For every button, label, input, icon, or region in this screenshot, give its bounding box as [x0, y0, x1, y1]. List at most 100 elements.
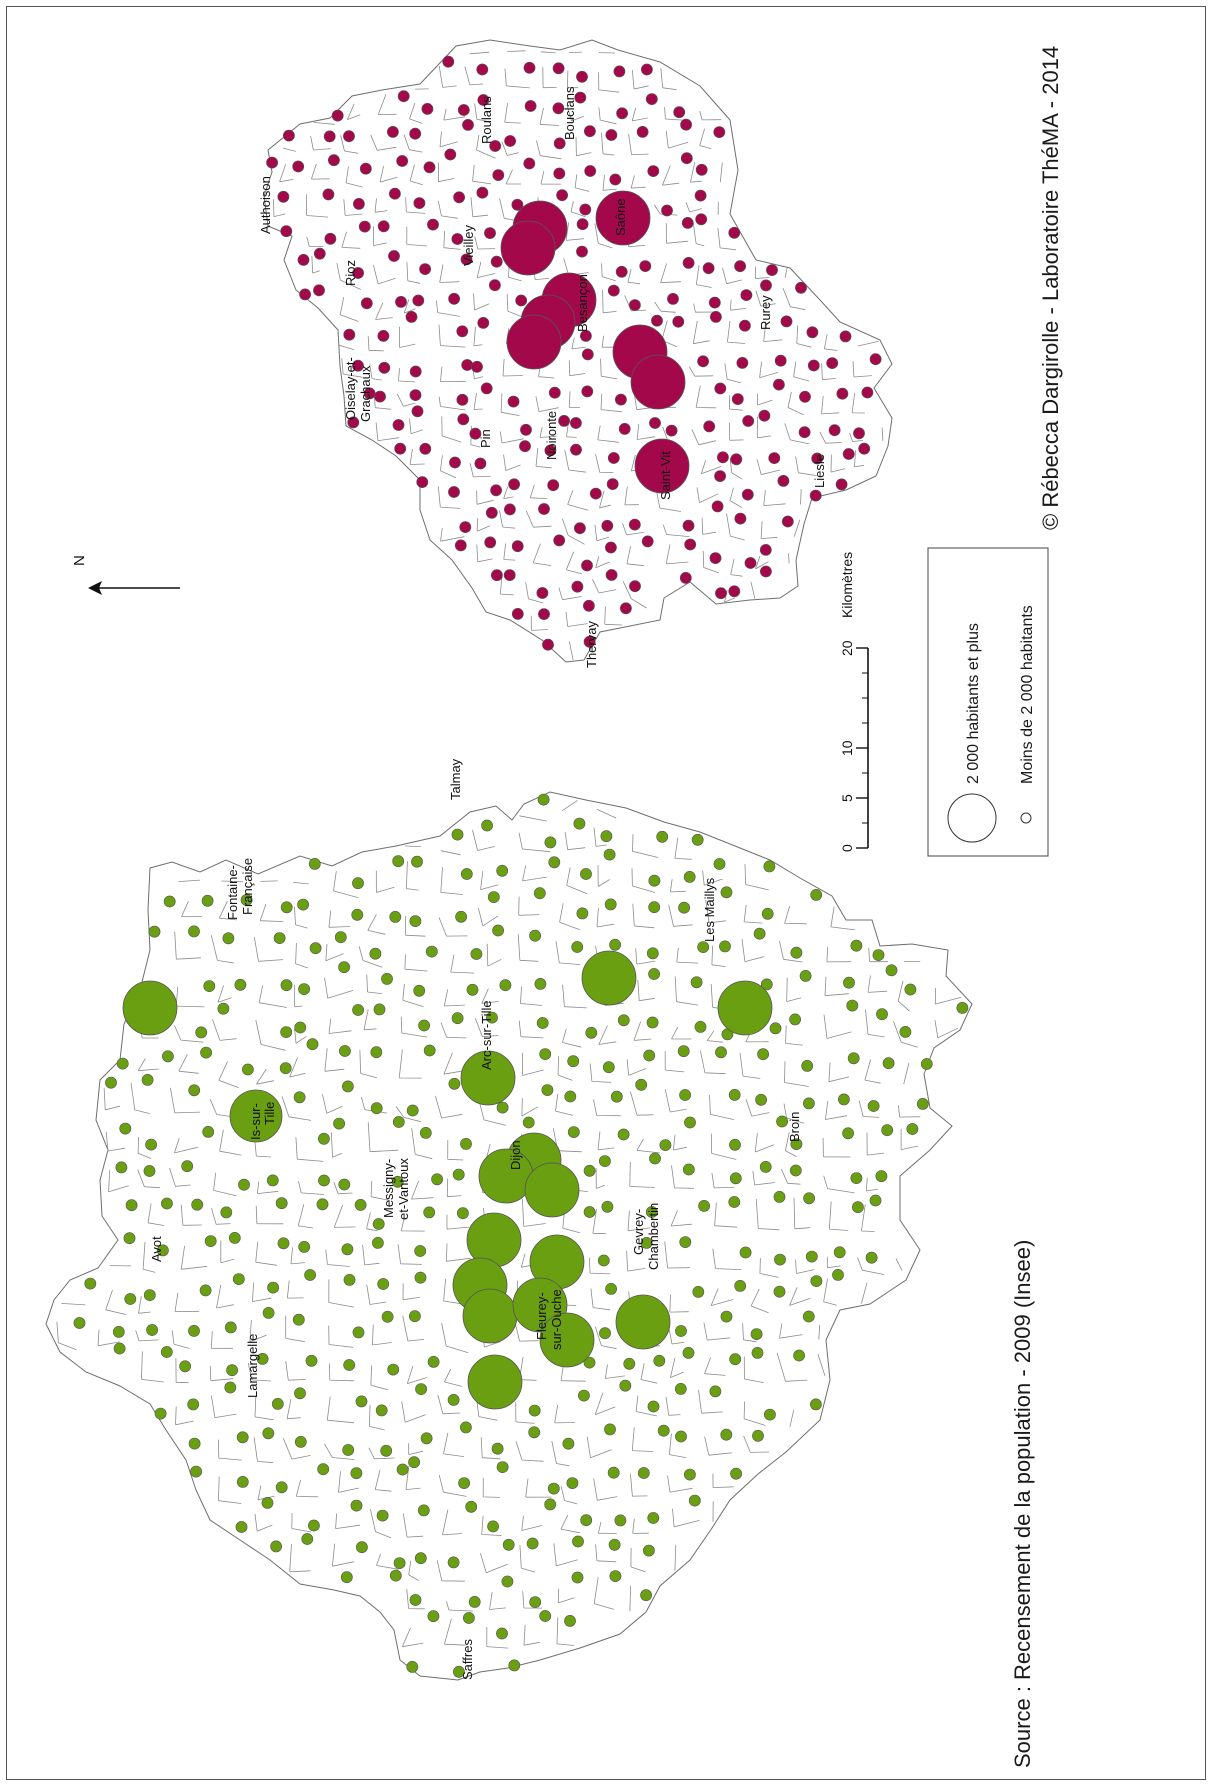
- dijon-commune-circle: [496, 1461, 509, 1473]
- besancon-commune-circle: [711, 500, 724, 513]
- besancon-commune-circle: [552, 62, 565, 75]
- dijon-commune-circle: [188, 1325, 200, 1337]
- label-authoison: Authoison: [258, 176, 273, 234]
- label-saffres: Saffres: [460, 1639, 475, 1680]
- dijon-commune-circle: [487, 1520, 499, 1533]
- dijon-commune-circle: [146, 1324, 158, 1336]
- dijon-commune-map: Talmay Fontaine- Française Les Maillys A…: [45, 758, 973, 1681]
- dijon-commune-circle: [773, 1191, 786, 1203]
- dijon-commune-circle: [187, 1398, 200, 1411]
- besancon-commune-circle: [620, 602, 632, 615]
- dijon-commune-circle: [262, 1307, 275, 1319]
- dijon-commune-circle: [605, 1283, 617, 1295]
- source-text: Source : Recensement de la population - …: [1010, 1240, 1035, 1768]
- dijon-commune-circle: [458, 1477, 470, 1489]
- besancon-commune-circle: [780, 315, 793, 328]
- dijon-commune-circle: [789, 1164, 802, 1177]
- besancon-commune-circle: [547, 479, 560, 492]
- besancon-commune-circle: [606, 478, 619, 490]
- besancon-commune-circle: [842, 448, 855, 460]
- dijon-commune-circle: [338, 961, 350, 974]
- dijon-commune-circle: [448, 1077, 461, 1090]
- dijon-commune-circle: [846, 999, 859, 1012]
- besancon-commune-circle: [858, 442, 871, 455]
- besancon-commune-circle: [760, 279, 772, 292]
- dijon-commune-circle: [852, 1201, 864, 1214]
- dijon-commune-circle: [656, 830, 669, 843]
- besancon-commune-circle: [282, 129, 295, 142]
- besancon-commune-circle: [313, 247, 326, 260]
- dijon-commune-circle: [583, 1164, 596, 1177]
- besancon-commune-circle: [601, 519, 614, 532]
- besancon-commune-circle: [806, 326, 819, 339]
- dijon-commune-circle: [267, 1281, 279, 1294]
- dijon-commune-circle: [466, 983, 479, 996]
- besancon-commune-circle: [457, 413, 470, 426]
- dijon-commune-circle: [539, 1048, 552, 1060]
- dijon-commune-circle: [342, 1444, 355, 1456]
- dijon-commune-circle: [496, 1627, 508, 1640]
- besancon-commune-circle: [740, 289, 753, 301]
- dijon-commune-circle: [564, 1090, 577, 1103]
- dijon-commune-circle: [460, 1138, 472, 1150]
- dijon-commune-circle: [776, 1115, 788, 1128]
- dijon-commune-circle: [455, 910, 467, 923]
- besancon-commune-circle: [828, 424, 841, 437]
- besancon-commune-circle: [419, 263, 431, 275]
- dijon-commune-circle: [419, 1127, 432, 1139]
- dijon-commune-circle: [235, 1521, 248, 1533]
- dijon-commune-circle: [773, 1285, 786, 1298]
- besancon-commune-circle: [869, 353, 882, 366]
- dijon-commune-circle: [156, 1244, 169, 1257]
- besancon-commune-circle: [476, 63, 489, 76]
- besancon-commune-circle: [324, 232, 337, 245]
- besancon-map-outline: [263, 39, 893, 663]
- dijon-commune-circle: [526, 1537, 539, 1550]
- dijon-commune-circle: [578, 1389, 590, 1402]
- dijon-commune-circle: [647, 1512, 660, 1524]
- scale-bar: 0 5 10 20 Kilomètres: [839, 552, 869, 852]
- besancon-commune-circle: [629, 580, 641, 593]
- dijon-commune-circle: [805, 1250, 818, 1263]
- besancon-commune-circle: [629, 299, 641, 311]
- label-rioz: Rioz: [343, 260, 358, 286]
- besancon-commune-circle: [680, 118, 692, 131]
- scale-label-5: 5: [839, 794, 855, 802]
- dijon-commune-circle: [392, 855, 405, 868]
- dijon-commune-circle: [763, 860, 776, 873]
- besancon-commune-circle: [641, 535, 654, 548]
- dijon-commune-circle: [750, 1328, 763, 1340]
- dijon-commune-circle: [697, 941, 710, 953]
- dijon-commune-circle: [675, 1325, 687, 1337]
- dijon-commune-circle: [679, 1236, 692, 1248]
- dijon-commune-circle: [491, 1442, 504, 1455]
- dijon-commune-circle: [764, 1408, 776, 1421]
- dijon-commune-circle: [536, 1017, 549, 1029]
- dijon-commune-circle: [720, 1310, 733, 1323]
- dijon-commune-circle: [619, 1379, 632, 1392]
- besancon-commune-circle: [448, 292, 460, 305]
- besancon-commune-circle: [798, 426, 811, 439]
- dijon-commune-circle: [451, 1012, 464, 1025]
- dijon-commune-circle: [262, 1427, 275, 1440]
- dijon-commune-circle: [318, 1174, 330, 1187]
- besancon-commune-circle: [576, 70, 588, 83]
- besancon-commune-circle: [454, 539, 467, 552]
- dijon-commune-circle: [501, 1575, 514, 1588]
- dijon-commune-circle: [145, 1138, 157, 1151]
- dijon-commune-circle: [755, 1093, 767, 1106]
- dijon-commune-circle: [694, 1021, 707, 1033]
- dijon-commune-circle: [496, 1101, 509, 1114]
- dijon-commune-circle: [406, 1104, 419, 1117]
- dijon-commune-circle: [417, 1504, 430, 1517]
- besancon-commune-circle: [709, 552, 722, 564]
- besancon-commune-circle: [511, 198, 524, 211]
- dijon-commune-circle: [317, 1132, 330, 1145]
- dijon-commune-boundaries: [56, 800, 962, 1649]
- dijon-place-labels: Talmay Fontaine- Française Les Maillys A…: [149, 758, 802, 1680]
- dijon-commune-circle: [381, 1310, 394, 1323]
- dijon-commune-circle: [481, 819, 493, 832]
- dijon-commune-circle: [753, 927, 766, 940]
- dijon-commune-circle: [354, 1199, 367, 1211]
